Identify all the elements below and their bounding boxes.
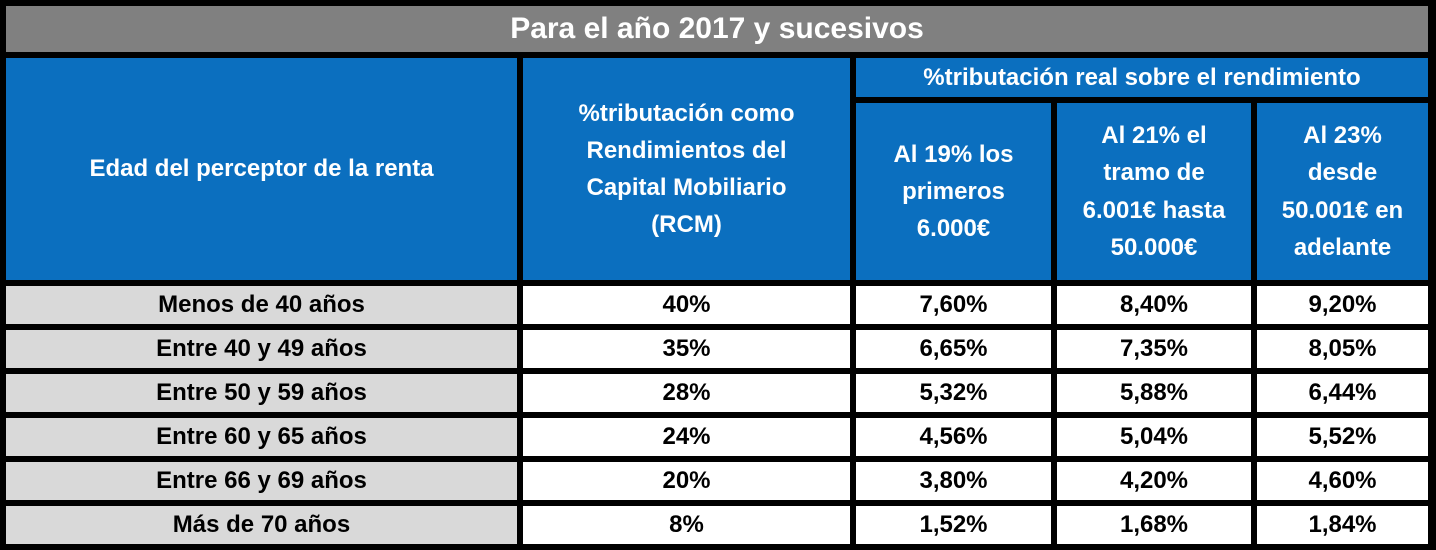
cell-rcm: 35% <box>523 330 850 368</box>
cell-tramo-23: 1,84% <box>1257 506 1428 544</box>
header-tramo-23: Al 23% desde 50.001€ en adelante <box>1257 103 1428 280</box>
header-tramo-19: Al 19% los primeros 6.000€ <box>856 103 1051 280</box>
cell-tramo-23: 9,20% <box>1257 286 1428 324</box>
cell-age: Menos de 40 años <box>6 286 517 324</box>
cell-tramo-19: 7,60% <box>856 286 1051 324</box>
cell-tramo-23: 5,52% <box>1257 418 1428 456</box>
cell-tramo-21: 7,35% <box>1057 330 1251 368</box>
cell-rcm: 8% <box>523 506 850 544</box>
cell-age: Entre 66 y 69 años <box>6 462 517 500</box>
cell-rcm: 20% <box>523 462 850 500</box>
cell-tramo-21: 5,88% <box>1057 374 1251 412</box>
cell-tramo-21: 5,04% <box>1057 418 1251 456</box>
cell-age: Entre 50 y 59 años <box>6 374 517 412</box>
cell-tramo-23: 6,44% <box>1257 374 1428 412</box>
cell-tramo-21: 1,68% <box>1057 506 1251 544</box>
cell-age: Entre 60 y 65 años <box>6 418 517 456</box>
cell-rcm: 40% <box>523 286 850 324</box>
cell-age: Entre 40 y 49 años <box>6 330 517 368</box>
cell-tramo-21: 4,20% <box>1057 462 1251 500</box>
table-title: Para el año 2017 y sucesivos <box>6 6 1428 52</box>
header-rcm: %tributación como Rendimientos del Capit… <box>523 58 850 280</box>
cell-tramo-21: 8,40% <box>1057 286 1251 324</box>
cell-tramo-19: 6,65% <box>856 330 1051 368</box>
header-age: Edad del perceptor de la renta <box>6 58 517 280</box>
cell-rcm: 28% <box>523 374 850 412</box>
cell-tramo-19: 3,80% <box>856 462 1051 500</box>
cell-tramo-23: 4,60% <box>1257 462 1428 500</box>
cell-tramo-19: 1,52% <box>856 506 1051 544</box>
header-tramo-21: Al 21% el tramo de 6.001€ hasta 50.000€ <box>1057 103 1251 280</box>
cell-age: Más de 70 años <box>6 506 517 544</box>
cell-tramo-23: 8,05% <box>1257 330 1428 368</box>
cell-tramo-19: 4,56% <box>856 418 1051 456</box>
cell-tramo-19: 5,32% <box>856 374 1051 412</box>
header-group: %tributación real sobre el rendimiento <box>856 58 1428 97</box>
cell-rcm: 24% <box>523 418 850 456</box>
